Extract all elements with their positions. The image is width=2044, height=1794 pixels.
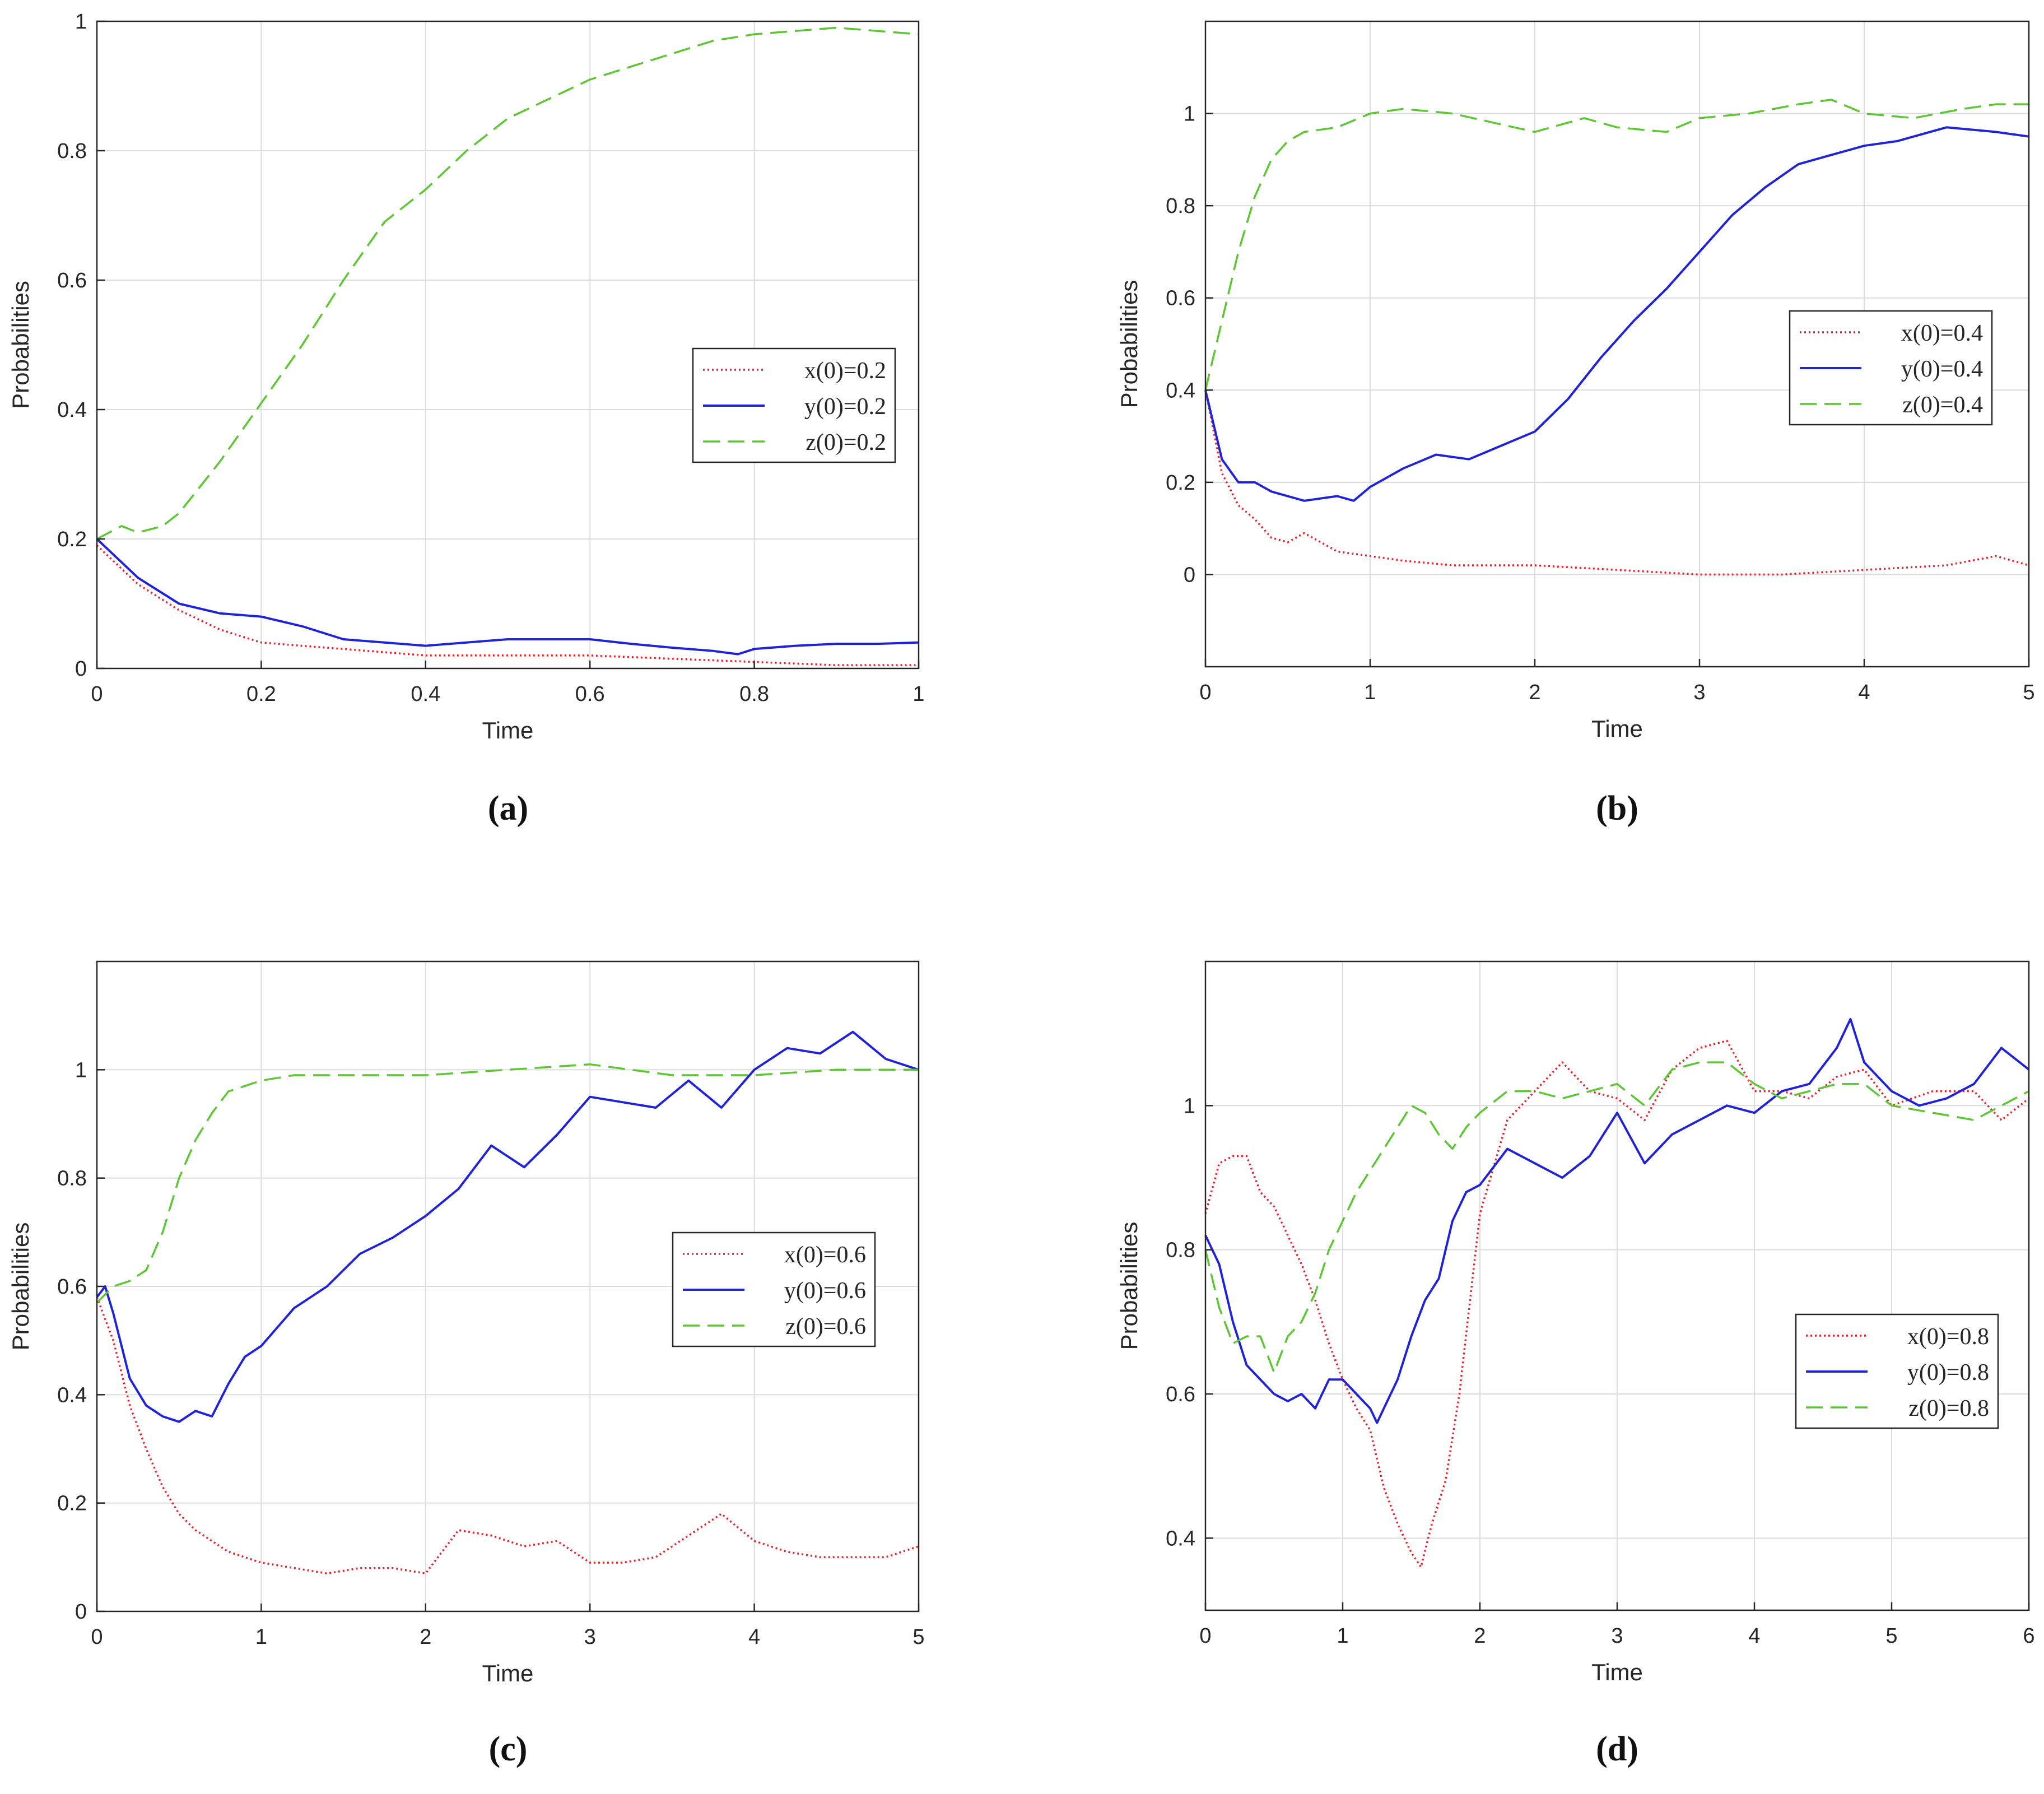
legend-label: y(0)=0.6 (784, 1278, 866, 1304)
legend: x(0)=0.6 y(0)=0.6 z(0)=0.6 (672, 1231, 876, 1347)
panel-caption: (d) (1596, 1730, 1638, 1768)
x-tick-label: 1 (912, 682, 924, 706)
panel-c: 0 1 2 3 4 5 0 0.2 0.4 0.6 0.8 1 Time Probabilities x(0… (7, 960, 925, 1686)
series-line-y(0)=0.6 (96, 1030, 919, 1423)
y-axis-label: Probabilities (1116, 1222, 1142, 1350)
y-tick-label: 0.6 (57, 1275, 87, 1299)
x-axis-label: Time (482, 717, 534, 743)
x-axis-label: Time (482, 1660, 534, 1686)
series-line-y(0)=0.2 (96, 538, 919, 656)
x-tick-label: 6 (2023, 1624, 2034, 1648)
x-axis-label: Time (1591, 715, 1643, 742)
series-line-y(0)=0.8 (1204, 1017, 2030, 1424)
y-tick-label: 0.2 (57, 1492, 87, 1516)
series-line-z(0)=0.2 (96, 26, 919, 540)
x-tick-label: 2 (1474, 1624, 1486, 1648)
legend-label: z(0)=0.4 (1902, 392, 1983, 418)
x-tick-label: 3 (1693, 681, 1705, 704)
y-tick-label: 0.8 (1166, 1239, 1195, 1262)
x-tick-label: 0.4 (411, 682, 440, 706)
x-tick-label: 3 (1611, 1624, 1623, 1648)
y-axis-label: Probabilities (7, 1223, 34, 1351)
series-line-z(0)=0.8 (1204, 1061, 2029, 1374)
y-tick-label: 0.8 (1166, 194, 1195, 218)
y-tick-label: 0.6 (57, 269, 87, 292)
y-tick-label: 0 (75, 657, 87, 681)
y-tick-label: 1 (1184, 1094, 1195, 1118)
x-tick-label: 5 (1885, 1624, 1897, 1648)
panel-caption: (b) (1596, 789, 1638, 828)
legend-label: z(0)=0.2 (806, 430, 886, 456)
y-tick-label: 0 (1184, 563, 1195, 587)
series-line-y(0)=0.4 (1204, 126, 2029, 502)
legend-label: x(0)=0.4 (1901, 320, 1983, 346)
series-line-z(0)=0.4 (1204, 99, 2029, 391)
x-tick-label: 0 (91, 682, 103, 706)
y-tick-label: 0.6 (1166, 1383, 1195, 1406)
y-tick-label: 1 (1184, 103, 1195, 126)
legend-box (692, 347, 896, 463)
legend-label: x(0)=0.2 (804, 358, 886, 384)
y-tick-label: 0.4 (57, 398, 87, 422)
x-tick-label: 1 (255, 1625, 267, 1649)
y-tick-label: 0.6 (1166, 287, 1195, 310)
x-tick-label: 4 (1748, 1624, 1760, 1648)
series-line-x(0)=0.2 (96, 545, 919, 666)
y-tick-label: 1 (75, 1058, 87, 1082)
legend-label: z(0)=0.6 (785, 1314, 866, 1340)
legend-label: y(0)=0.2 (804, 394, 886, 420)
panel-a: 0 0.2 0.4 0.6 0.8 1 0 0.2 0.4 0.6 0.8 1 Time Probabil… (7, 10, 925, 743)
legend: x(0)=0.4 y(0)=0.4 z(0)=0.4 (1789, 310, 1993, 426)
y-tick-label: 0.4 (1166, 1527, 1195, 1550)
x-tick-label: 0 (1199, 1624, 1211, 1648)
x-axis-label: Time (1591, 1659, 1643, 1685)
y-tick-label: 0.8 (57, 1167, 87, 1191)
x-tick-label: 0.2 (246, 682, 276, 706)
panel-caption: (c) (489, 1730, 528, 1768)
axes-frame (96, 20, 920, 670)
x-tick-label: 5 (2023, 681, 2034, 704)
y-tick-label: 0.8 (57, 140, 87, 163)
y-tick-label: 0.2 (1166, 471, 1195, 495)
x-tick-label: 3 (584, 1625, 596, 1649)
panel-b: 0 1 2 3 4 5 0 0.2 0.4 0.6 0.8 1 Time Probabilities x(0… (1116, 20, 2035, 742)
legend: x(0)=0.8 y(0)=0.8 z(0)=0.8 (1795, 1313, 1999, 1429)
series-line-z(0)=0.6 (96, 1063, 919, 1304)
axes-frame (1204, 20, 2030, 668)
legend: x(0)=0.2 y(0)=0.2 z(0)=0.2 (692, 347, 896, 463)
x-tick-label: 1 (1364, 681, 1376, 704)
x-tick-label: 2 (1529, 681, 1540, 704)
y-tick-label: 0 (75, 1600, 87, 1624)
y-axis-label: Probabilities (7, 281, 34, 409)
x-tick-label: 0 (1199, 681, 1211, 704)
x-tick-label: 5 (912, 1625, 924, 1649)
panel-caption: (a) (488, 789, 528, 828)
legend-label: z(0)=0.8 (1908, 1396, 1989, 1421)
y-tick-label: 0.2 (57, 528, 87, 551)
legend-label: y(0)=0.4 (1901, 356, 1983, 382)
legend-label: x(0)=0.8 (1907, 1324, 1989, 1350)
y-tick-label: 0.4 (1166, 379, 1195, 402)
y-tick-label: 1 (75, 10, 87, 34)
y-axis-label: Probabilities (1116, 280, 1142, 408)
x-tick-label: 4 (1858, 681, 1870, 704)
x-tick-label: 2 (420, 1625, 431, 1649)
x-tick-label: 0.6 (575, 682, 605, 706)
x-tick-label: 0 (91, 1625, 103, 1649)
x-tick-label: 0.8 (739, 682, 769, 706)
legend-label: y(0)=0.8 (1907, 1360, 1989, 1386)
panel-d: 0 1 2 3 4 5 6 0.4 0.6 0.8 1 Time Probabilities x(0)=0… (1116, 960, 2035, 1685)
legend-label: x(0)=0.6 (784, 1242, 866, 1268)
y-tick-label: 0.4 (57, 1383, 87, 1407)
plot-area (97, 21, 919, 668)
x-tick-label: 1 (1337, 1624, 1348, 1648)
x-tick-label: 4 (748, 1625, 760, 1649)
